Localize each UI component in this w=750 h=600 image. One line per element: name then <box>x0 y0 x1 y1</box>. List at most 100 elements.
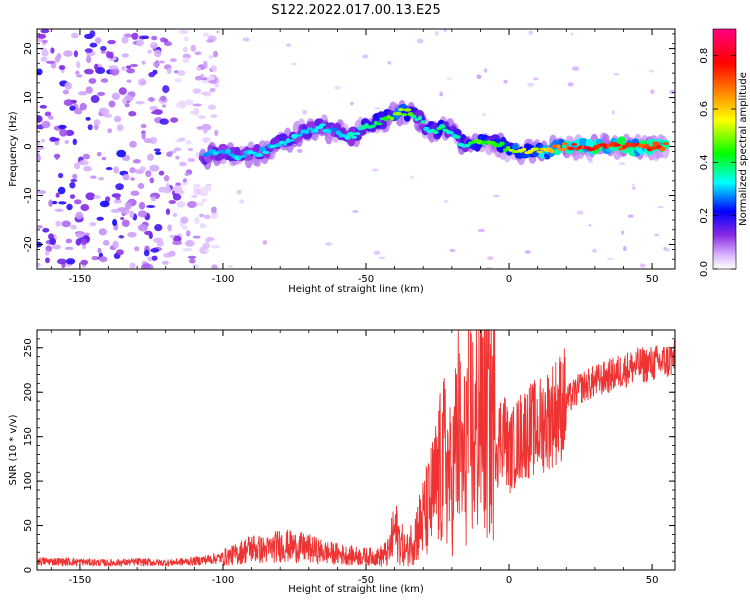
noise-blob <box>200 91 208 95</box>
snr-panel: -150 -100 -50 0 50 0 50 100 150 200 250 Height of … <box>8 329 676 595</box>
ridge-core <box>571 143 578 146</box>
noise-blob <box>149 164 160 172</box>
noise-blob <box>158 186 167 193</box>
noise-blob <box>185 100 194 106</box>
noise-blob <box>63 99 74 106</box>
noise-blob <box>176 201 186 208</box>
noise-blob <box>138 201 146 210</box>
noise-blob <box>115 183 124 191</box>
noise-blob <box>151 255 158 261</box>
noise-blob <box>86 55 92 64</box>
x-tick-label: -150 <box>69 575 92 586</box>
noise-blob <box>210 114 218 118</box>
noise-blob <box>214 129 219 136</box>
noise-blob <box>129 210 135 219</box>
noise-blob <box>122 97 127 105</box>
noise-blob <box>94 63 99 70</box>
noise-blob <box>183 46 188 53</box>
ridge-core <box>557 147 566 151</box>
noise-blob <box>83 232 90 236</box>
y-tick-label: 0 <box>23 567 34 573</box>
ridge-core <box>274 143 283 147</box>
noise-blob <box>64 82 72 90</box>
noise-blob <box>37 115 43 123</box>
noise-blob <box>193 183 201 189</box>
noise-blob <box>98 176 105 181</box>
noise-blob <box>170 117 179 123</box>
noise-blob <box>141 132 146 140</box>
noise-blob <box>205 237 211 243</box>
ridge-core <box>533 147 540 151</box>
noise-blob <box>41 49 49 57</box>
noise-blob <box>72 173 78 180</box>
noise-blob <box>181 181 189 186</box>
colorbar: 0.0 0.2 0.4 0.6 0.8 Normalized spectral ampl… <box>699 28 749 277</box>
ridge-core <box>256 153 263 158</box>
noise-blob <box>165 182 170 191</box>
noise-blob <box>57 258 67 265</box>
noise-blob <box>262 240 268 245</box>
noise-blob <box>113 115 122 123</box>
noise-blob <box>236 189 242 195</box>
noise-blob <box>42 228 50 233</box>
ridge-core <box>389 116 395 121</box>
noise-blob <box>528 30 534 35</box>
noise-blob <box>156 240 164 247</box>
noise-blob <box>145 170 152 178</box>
noise-blob <box>64 140 70 144</box>
noise-blob <box>206 75 215 82</box>
noise-blob <box>137 224 148 232</box>
noise-blob <box>150 248 160 253</box>
noise-blob <box>99 200 110 208</box>
noise-blob <box>126 65 131 69</box>
noise-blob <box>291 62 297 66</box>
noise-blob <box>657 206 664 209</box>
noise-blob <box>570 32 574 36</box>
noise-blob <box>59 129 68 137</box>
noise-blob <box>204 249 210 253</box>
x-tick-label: 50 <box>646 575 659 586</box>
noise-blob <box>85 86 93 94</box>
noise-blob <box>127 231 137 238</box>
noise-blob <box>201 79 210 84</box>
noise-blob <box>194 75 204 81</box>
noise-blob <box>74 108 83 115</box>
noise-blob <box>37 225 43 229</box>
noise-blob <box>40 138 45 143</box>
noise-blob <box>58 65 66 70</box>
noise-blob <box>82 153 91 160</box>
ridge-mark <box>253 144 261 153</box>
noise-blob <box>210 244 220 249</box>
ridge-core <box>662 142 669 146</box>
noise-blob <box>439 91 443 97</box>
noise-blob <box>63 50 73 57</box>
noise-blob <box>187 255 197 259</box>
noise-blob <box>80 238 88 246</box>
noise-blob <box>130 190 140 196</box>
spectrogram-x-axis-label: Height of straight line (km) <box>288 284 424 295</box>
ridge-core <box>287 139 295 142</box>
noise-blob <box>99 256 108 263</box>
noise-blob <box>44 111 52 117</box>
noise-blob <box>49 237 57 246</box>
noise-blob <box>93 195 101 200</box>
noise-blob <box>201 198 207 202</box>
noise-blob <box>187 157 196 163</box>
spectrogram-y-axis-label: Frequency (Hz) <box>8 111 19 187</box>
y-tick-label: 10 <box>23 91 34 104</box>
noise-blob <box>40 56 48 62</box>
noise-blob <box>155 151 162 155</box>
noise-blob <box>621 230 625 235</box>
noise-blob <box>180 216 189 224</box>
noise-blob <box>108 100 116 108</box>
ridge-core <box>414 118 420 121</box>
noise-blob <box>208 55 214 59</box>
noise-blob <box>69 181 76 189</box>
noise-blob <box>611 110 615 115</box>
ridge-core <box>438 124 446 129</box>
noise-blob <box>57 186 66 195</box>
noise-blob <box>160 95 167 102</box>
noise-blob <box>151 35 158 41</box>
ridge-core <box>347 131 355 137</box>
noise-blob <box>143 249 150 257</box>
